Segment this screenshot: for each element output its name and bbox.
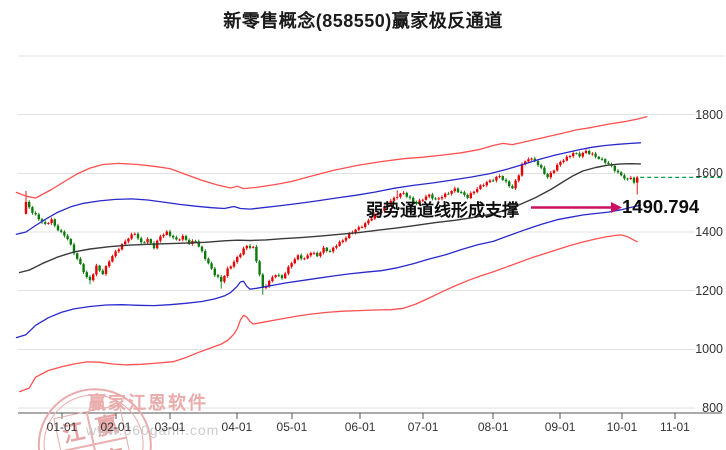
- watermark-brand: 赢家江恩软件: [88, 393, 208, 413]
- x-axis-label: 06-01: [344, 420, 376, 434]
- channel-line-lower_inner_blue: [15, 204, 642, 339]
- y-axis-label: 1200: [695, 283, 723, 298]
- support-arrow: [531, 202, 622, 213]
- x-axis-label: 04-01: [221, 420, 253, 434]
- page-title: 新零售概念(858550)赢家极反通道: [223, 11, 503, 31]
- channel-line-upper_outer_red: [15, 116, 648, 199]
- support-annotation-text: 弱势通道线形成支撑: [366, 201, 519, 220]
- y-axis-label: 1600: [695, 166, 723, 181]
- channel-line-lower_outer_red: [18, 234, 638, 393]
- y-axis-label: 1800: [695, 107, 723, 122]
- y-axis-label: 800: [702, 401, 723, 415]
- x-axis-label: 07-01: [407, 420, 439, 434]
- channel-line-upper_inner_blue: [15, 142, 642, 235]
- x-axis-label: 10-01: [606, 420, 638, 434]
- x-axis-label: 11-01: [660, 420, 690, 434]
- x-axis-label: 03-01: [154, 420, 186, 434]
- support-value-label: 1490.794: [622, 196, 700, 217]
- grid-lines: [18, 55, 724, 409]
- watermark-url: www.360gann.com: [86, 422, 220, 438]
- x-axis-label: 02-01: [100, 420, 132, 434]
- x-axis-label: 09-01: [544, 420, 576, 434]
- candlestick-series: [24, 148, 639, 295]
- x-axis-label: 05-01: [276, 420, 308, 434]
- x-axis-label: 08-01: [477, 420, 509, 434]
- channel-line-middle_black: [18, 162, 642, 274]
- y-axis-label: 1000: [695, 342, 723, 357]
- x-axis-label: 01-01: [46, 420, 78, 434]
- x-axis: [18, 412, 722, 419]
- y-axis-label: 1400: [695, 225, 723, 239]
